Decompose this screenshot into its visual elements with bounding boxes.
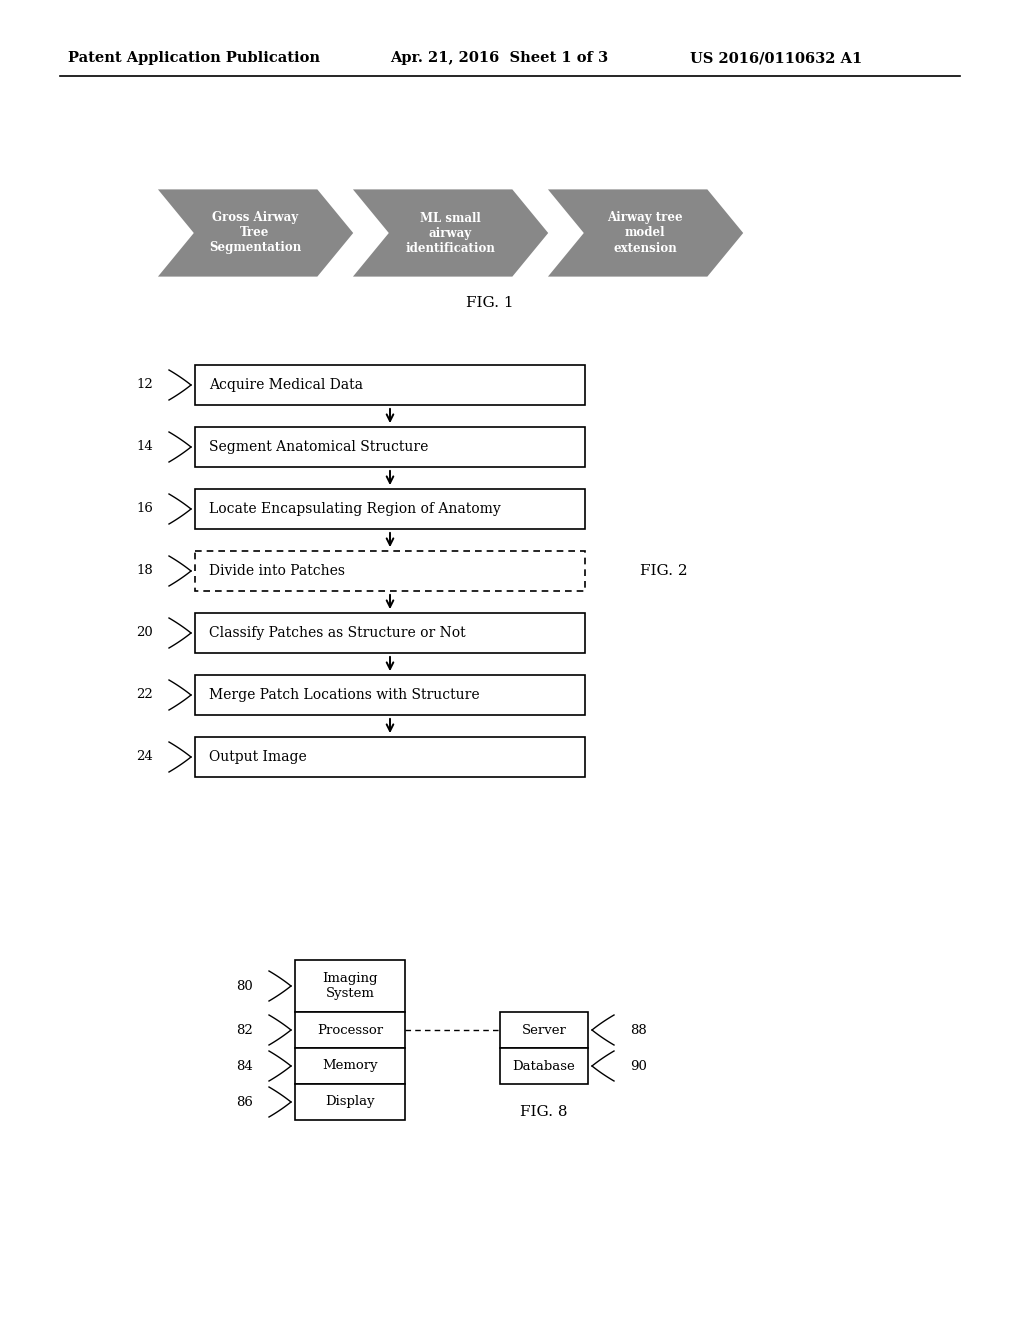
Text: 90: 90 bbox=[630, 1060, 647, 1072]
Text: Merge Patch Locations with Structure: Merge Patch Locations with Structure bbox=[209, 688, 479, 702]
Text: Imaging
System: Imaging System bbox=[323, 972, 378, 1001]
Text: 18: 18 bbox=[136, 565, 153, 578]
Text: Processor: Processor bbox=[317, 1023, 383, 1036]
Text: 86: 86 bbox=[237, 1096, 253, 1109]
Bar bbox=[195, 366, 585, 405]
Bar bbox=[195, 612, 585, 653]
Polygon shape bbox=[545, 187, 745, 279]
Bar bbox=[295, 1048, 406, 1084]
Text: Server: Server bbox=[521, 1023, 566, 1036]
Text: Divide into Patches: Divide into Patches bbox=[209, 564, 345, 578]
Text: 24: 24 bbox=[136, 751, 153, 763]
Bar bbox=[500, 1012, 588, 1048]
Text: FIG. 2: FIG. 2 bbox=[640, 564, 688, 578]
Text: Acquire Medical Data: Acquire Medical Data bbox=[209, 378, 362, 392]
Text: FIG. 8: FIG. 8 bbox=[520, 1105, 567, 1119]
Text: 84: 84 bbox=[237, 1060, 253, 1072]
Text: Apr. 21, 2016  Sheet 1 of 3: Apr. 21, 2016 Sheet 1 of 3 bbox=[390, 51, 608, 65]
Bar bbox=[195, 426, 585, 467]
Text: Memory: Memory bbox=[323, 1060, 378, 1072]
Polygon shape bbox=[155, 187, 355, 279]
Text: 22: 22 bbox=[136, 689, 153, 701]
Text: 82: 82 bbox=[237, 1023, 253, 1036]
Text: Display: Display bbox=[326, 1096, 375, 1109]
Bar bbox=[295, 1084, 406, 1119]
Text: Classify Patches as Structure or Not: Classify Patches as Structure or Not bbox=[209, 626, 466, 640]
Text: Gross Airway
Tree
Segmentation: Gross Airway Tree Segmentation bbox=[209, 211, 301, 255]
Text: Database: Database bbox=[513, 1060, 575, 1072]
Text: 14: 14 bbox=[136, 441, 153, 454]
Bar bbox=[295, 960, 406, 1012]
Text: 12: 12 bbox=[136, 379, 153, 392]
Text: 80: 80 bbox=[237, 979, 253, 993]
Text: Patent Application Publication: Patent Application Publication bbox=[68, 51, 319, 65]
Text: Airway tree
model
extension: Airway tree model extension bbox=[607, 211, 683, 255]
Bar bbox=[195, 488, 585, 529]
Text: ML small
airway
identification: ML small airway identification bbox=[406, 211, 495, 255]
Bar bbox=[295, 1012, 406, 1048]
Bar bbox=[195, 550, 585, 591]
Text: 16: 16 bbox=[136, 503, 153, 516]
Bar bbox=[500, 1048, 588, 1084]
Text: Locate Encapsulating Region of Anatomy: Locate Encapsulating Region of Anatomy bbox=[209, 502, 501, 516]
Text: Segment Anatomical Structure: Segment Anatomical Structure bbox=[209, 440, 428, 454]
Text: 20: 20 bbox=[136, 627, 153, 639]
Text: FIG. 1: FIG. 1 bbox=[466, 296, 514, 310]
Text: Output Image: Output Image bbox=[209, 750, 307, 764]
Text: US 2016/0110632 A1: US 2016/0110632 A1 bbox=[690, 51, 862, 65]
Bar bbox=[195, 675, 585, 715]
Polygon shape bbox=[350, 187, 550, 279]
Bar bbox=[195, 737, 585, 777]
Text: 88: 88 bbox=[630, 1023, 647, 1036]
